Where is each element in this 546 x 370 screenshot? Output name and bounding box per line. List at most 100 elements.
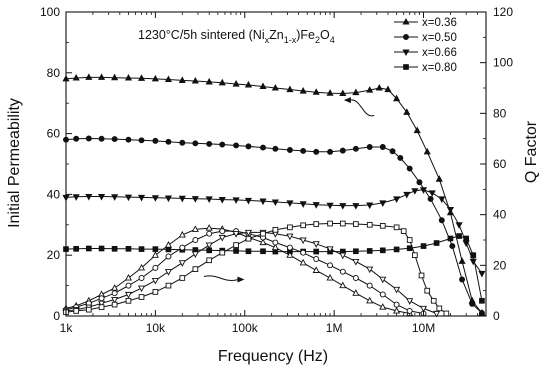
data-point	[339, 281, 347, 289]
data-point	[137, 194, 146, 202]
data-point	[469, 300, 476, 307]
y-left-tick-label: 0	[53, 309, 60, 323]
data-point	[111, 194, 119, 201]
data-point	[98, 193, 106, 201]
data-point	[260, 230, 266, 237]
y-right-tick-label: 60	[493, 157, 507, 171]
data-point	[286, 251, 294, 258]
data-point	[191, 225, 199, 232]
x-tick-label: 100k	[232, 321, 259, 335]
data-point	[178, 195, 186, 203]
data-point	[179, 139, 186, 146]
data-point	[272, 239, 279, 246]
data-point	[205, 196, 213, 203]
data-point	[393, 196, 401, 203]
data-point	[352, 145, 359, 152]
x-axis-title: Frequency (Hz)	[218, 348, 328, 365]
data-point	[375, 83, 383, 91]
data-point	[312, 202, 320, 209]
data-point	[366, 144, 373, 150]
data-point	[397, 154, 404, 161]
data-point	[403, 191, 411, 199]
arrow-head	[343, 97, 351, 104]
data-point	[232, 231, 240, 238]
data-point	[393, 301, 400, 308]
data-point	[379, 276, 387, 284]
data-point	[219, 141, 226, 148]
y-right-tick-label: 0	[493, 309, 500, 323]
data-point	[456, 233, 462, 239]
data-point	[393, 94, 401, 102]
annotation-sub-1-x: 1-x	[284, 35, 297, 45]
annotation-sub-x: x	[265, 35, 270, 45]
data-point	[244, 229, 253, 237]
data-point	[232, 80, 240, 87]
data-point	[312, 241, 320, 248]
data-point	[192, 140, 199, 147]
data-point	[111, 296, 119, 304]
data-point	[339, 203, 347, 210]
data-point	[379, 144, 386, 150]
legend-label: x=0.80	[422, 62, 457, 74]
data-point	[85, 245, 92, 252]
data-point	[286, 200, 294, 207]
data-point	[271, 243, 279, 251]
data-point	[192, 237, 199, 243]
data-point	[192, 266, 199, 272]
data-point	[339, 252, 347, 260]
data-point	[219, 228, 226, 235]
data-point	[152, 246, 159, 252]
data-point	[111, 290, 118, 297]
data-point	[111, 136, 118, 143]
data-point	[366, 202, 374, 210]
data-point	[455, 222, 463, 229]
data-point	[205, 77, 213, 85]
data-point	[406, 237, 413, 243]
legend-label: x=0.66	[422, 47, 457, 59]
data-point	[300, 222, 306, 229]
data-point	[299, 237, 307, 245]
data-point	[259, 198, 267, 206]
data-point	[137, 263, 146, 271]
y-right-tick-label: 40	[493, 208, 507, 222]
legend-marker	[402, 49, 410, 57]
data-point	[286, 147, 293, 153]
legend-item: x=0.66	[394, 47, 457, 59]
data-point	[98, 245, 105, 252]
data-point	[233, 242, 239, 248]
data-point	[393, 246, 400, 253]
data-point	[286, 85, 294, 93]
data-point	[125, 297, 132, 304]
data-point	[352, 88, 360, 96]
data-point	[419, 187, 428, 194]
data-point	[300, 249, 307, 256]
data-point	[300, 147, 307, 154]
data-point	[138, 294, 145, 300]
data-point	[299, 87, 307, 94]
x-tick-label: 1k	[60, 321, 74, 335]
legend-item: x=0.50	[394, 32, 457, 44]
data-point	[353, 221, 359, 227]
legend-item: x=0.80	[394, 62, 457, 74]
data-point	[411, 188, 419, 195]
y-left-tick-label: 80	[47, 66, 61, 80]
data-point	[152, 289, 159, 295]
data-point	[85, 306, 92, 313]
data-point	[165, 138, 172, 145]
x-tick-label: 10k	[146, 321, 166, 335]
data-point	[178, 260, 186, 267]
y-right-tick-label: 120	[493, 5, 513, 19]
data-point	[218, 78, 226, 86]
data-point	[435, 175, 443, 182]
data-point	[164, 241, 172, 248]
data-point	[98, 295, 105, 302]
data-point	[423, 147, 431, 155]
data-point	[286, 244, 293, 251]
ticks-layer: 1k 10k 100k 1M 10M 0 20 40 60 80 100 0 20 40 60 80 100 12…	[40, 5, 513, 335]
data-point	[152, 264, 159, 271]
data-point	[73, 308, 80, 314]
data-point	[418, 272, 425, 279]
data-point	[433, 310, 441, 318]
data-point	[406, 298, 414, 305]
